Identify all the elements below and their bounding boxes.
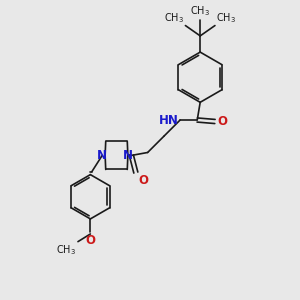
- Text: N: N: [97, 149, 107, 162]
- Text: CH$_3$: CH$_3$: [164, 11, 184, 25]
- Text: CH$_3$: CH$_3$: [56, 243, 76, 257]
- Text: CH$_3$: CH$_3$: [216, 11, 236, 25]
- Text: CH$_3$: CH$_3$: [190, 5, 210, 19]
- Text: N: N: [123, 149, 133, 162]
- Text: O: O: [85, 234, 95, 247]
- Text: HN: HN: [158, 113, 178, 127]
- Text: O: O: [138, 174, 148, 187]
- Text: O: O: [217, 115, 227, 128]
